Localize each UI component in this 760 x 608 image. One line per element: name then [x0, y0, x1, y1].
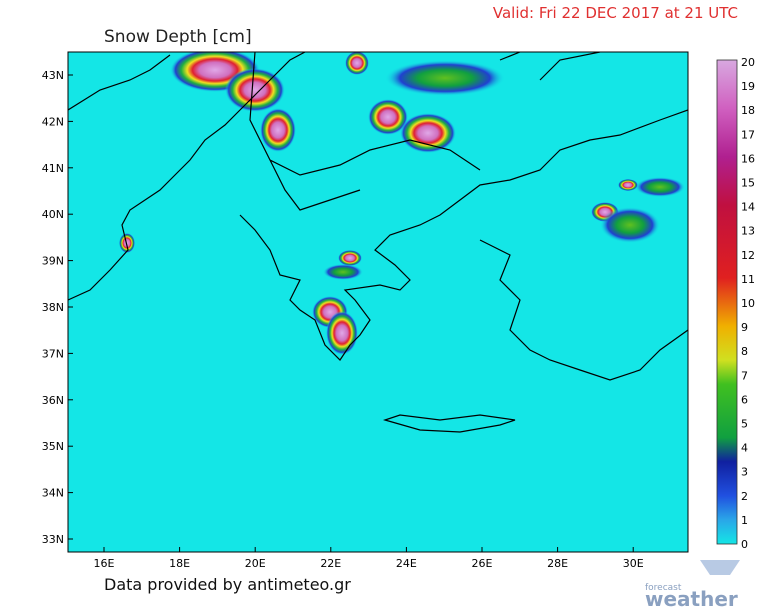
- logo: forecast weather: [645, 560, 740, 608]
- lat-axis: 43N 42N 41N 40N 39N 38N 37N 36N 35N 34N 33N: [42, 69, 73, 546]
- lon-label: 22E: [320, 557, 341, 570]
- lat-label: 33N: [42, 533, 64, 546]
- logo-large: weather: [645, 587, 738, 608]
- credit: Data provided by antimeteo.gr: [104, 575, 351, 594]
- lat-label: 42N: [42, 115, 64, 128]
- colorbar-label: 5: [741, 418, 748, 431]
- lon-label: 24E: [396, 557, 417, 570]
- colorbar-label: 11: [741, 273, 755, 286]
- lat-label: 37N: [42, 347, 64, 360]
- lon-label: 18E: [169, 557, 190, 570]
- lat-label: 40N: [42, 208, 64, 221]
- lon-axis: 16E 18E 20E 22E 24E 26E 28E 30E: [94, 547, 644, 570]
- map-background: [68, 52, 688, 552]
- snow-field: [119, 52, 685, 355]
- coastlines: [68, 52, 688, 433]
- colorbar-label: 15: [741, 177, 755, 190]
- lat-label: 43N: [42, 69, 64, 82]
- colorbar-label: 14: [741, 201, 755, 214]
- colorbar-label: 3: [741, 466, 748, 479]
- map-area: [68, 52, 688, 552]
- colorbar-label: 13: [741, 225, 755, 238]
- lat-label: 34N: [42, 487, 64, 500]
- colorbar-label: 20: [741, 56, 755, 69]
- colorbar-label: 1: [741, 514, 748, 527]
- colorbar-label: 6: [741, 393, 748, 406]
- map-frame: [67, 51, 689, 553]
- lon-label: 16E: [94, 557, 115, 570]
- colorbar-label: 16: [741, 152, 755, 165]
- lon-label: 28E: [547, 557, 568, 570]
- lat-label: 39N: [42, 255, 64, 268]
- lon-label: 30E: [623, 557, 644, 570]
- colorbar-label: 9: [741, 321, 748, 334]
- colorbar-label: 18: [741, 104, 755, 117]
- colorbar-label: 2: [741, 490, 748, 503]
- colorbar-label: 10: [741, 297, 755, 310]
- colorbar-label: 8: [741, 345, 748, 358]
- logo-small: forecast: [645, 583, 682, 593]
- colorbar-label: 17: [741, 128, 755, 141]
- colorbar-label: 12: [741, 249, 755, 262]
- colorbar-label: 4: [741, 442, 748, 455]
- lon-label: 26E: [472, 557, 493, 570]
- valid-time: Valid: Fri 22 DEC 2017 at 21 UTC: [493, 4, 738, 22]
- lon-label: 20E: [245, 557, 266, 570]
- colorbar-label: 19: [741, 80, 755, 93]
- colorbar-label: 7: [741, 369, 748, 382]
- lat-label: 38N: [42, 301, 64, 314]
- colorbar: [716, 59, 738, 545]
- lat-label: 36N: [42, 394, 64, 407]
- lat-label: 35N: [42, 440, 64, 453]
- title: Snow Depth [cm]: [104, 27, 252, 47]
- colorbar-label: 0: [741, 538, 748, 551]
- lat-label: 41N: [42, 162, 64, 175]
